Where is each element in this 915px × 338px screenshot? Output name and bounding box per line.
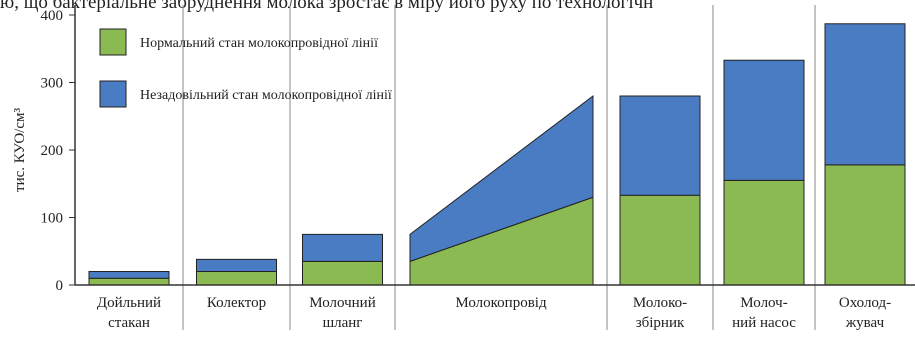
x-tick-label: Охолод- <box>839 295 891 311</box>
x-tick-label: шланг <box>323 315 363 331</box>
x-tick-label: збірник <box>636 315 685 331</box>
bar-segment <box>196 258 277 273</box>
legend-label: Незадовільний стан молокопровідної лінії <box>140 88 392 103</box>
y-tick-label: 100 <box>41 211 64 227</box>
x-tick-label: ний насос <box>732 315 796 331</box>
x-tick-label: жувач <box>845 315 885 331</box>
y-tick-label: 0 <box>56 278 64 294</box>
bar-segment <box>619 95 701 196</box>
legend-label: Нормальний стан молокопровідної лінії <box>140 36 378 51</box>
legend-swatch <box>99 80 127 108</box>
legend-swatch <box>99 28 127 56</box>
bar-segment <box>619 194 701 286</box>
bar-segment <box>302 260 383 286</box>
x-tick-label: Молочний <box>309 295 376 311</box>
bar-segment <box>302 233 383 262</box>
bar-segment <box>723 179 805 286</box>
bar-segment <box>196 271 277 286</box>
y-tick-label: 300 <box>41 76 64 92</box>
x-tick-label: Молоч- <box>740 295 787 311</box>
y-tick-label: 400 <box>41 8 64 24</box>
x-tick-label: Колектор <box>207 295 266 311</box>
x-tick-label: стакан <box>108 315 150 331</box>
x-tick-label: Молоко- <box>633 295 687 311</box>
top-text: ю, що бактеріальне забруднення молока зр… <box>0 0 653 13</box>
bar-segment <box>88 277 170 286</box>
bar-segment <box>824 23 906 166</box>
x-tick-label: Дойльний <box>97 295 161 311</box>
y-axis-label: тис. КУО/см³ <box>12 108 28 192</box>
bar-segment <box>824 164 906 286</box>
x-tick-label: Молокопровід <box>455 295 547 311</box>
y-tick-label: 200 <box>41 143 64 159</box>
bar-segment <box>723 59 805 181</box>
bar-segment <box>88 271 170 279</box>
area-segment <box>409 94 594 263</box>
